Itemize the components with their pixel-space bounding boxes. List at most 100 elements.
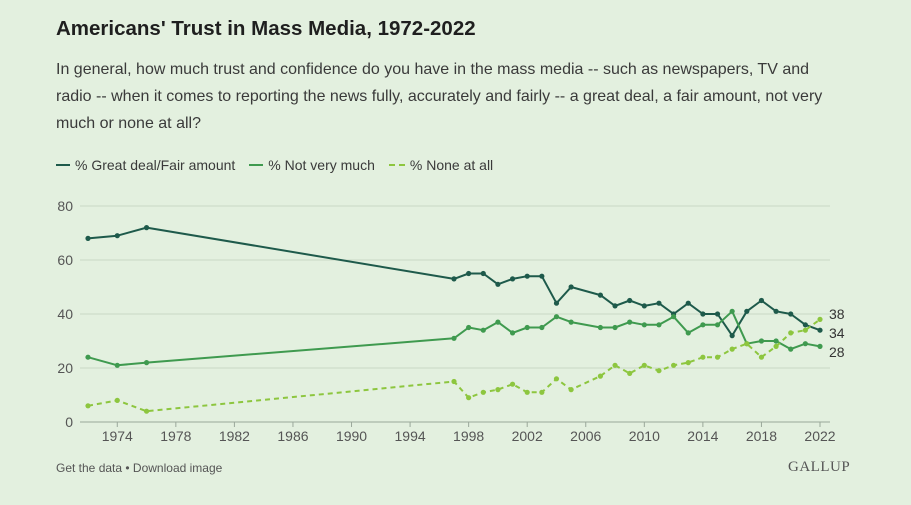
download-image-link[interactable]: Download image (132, 461, 223, 475)
chart-subtitle: In general, how much trust and confidenc… (56, 61, 823, 132)
data-point-great_deal (597, 292, 604, 298)
end-value-label: 34 (829, 325, 845, 341)
data-point-great_deal (568, 284, 574, 290)
legend-item-not-very-much[interactable]: % Not very much (249, 157, 375, 173)
data-point-none_at_all (85, 403, 91, 409)
data-point-none_at_all (700, 354, 706, 360)
y-tick-label: 20 (57, 360, 73, 376)
x-tick-label: 1994 (395, 428, 426, 444)
data-point-none_at_all (539, 389, 545, 395)
data-point-great_deal (802, 322, 808, 328)
data-point-none_at_all (114, 397, 120, 403)
data-point-not_very_much (656, 322, 662, 328)
x-tick-label: 2014 (687, 428, 718, 444)
data-point-none_at_all (143, 408, 150, 414)
data-point-not_very_much (685, 330, 691, 336)
data-point-not_very_much (641, 322, 647, 328)
x-tick-label: 1986 (277, 428, 308, 444)
series-line-not_very_much (87, 310, 821, 367)
data-point-great_deal (758, 297, 765, 304)
data-point-not_very_much (524, 324, 530, 331)
data-point-not_very_much (553, 314, 560, 320)
data-point-not_very_much (466, 324, 472, 331)
data-point-none_at_all (627, 370, 633, 376)
data-point-none_at_all (714, 354, 721, 360)
data-point-none_at_all (671, 362, 677, 368)
data-point-none_at_all (802, 327, 808, 333)
y-tick-label: 60 (57, 252, 73, 268)
data-point-not_very_much (539, 324, 545, 331)
data-point-none_at_all (685, 360, 691, 366)
data-point-great_deal (539, 273, 545, 279)
data-point-great_deal (685, 300, 691, 306)
legend-item-none-at-all[interactable]: % None at all (388, 157, 494, 173)
data-point-none_at_all (553, 376, 560, 382)
legend-swatch-great-deal (56, 164, 70, 166)
data-point-none_at_all (495, 387, 501, 393)
legend-item-great-deal[interactable]: % Great deal/Fair amount (56, 157, 235, 173)
data-point-great_deal (143, 225, 150, 231)
footer-links: Get the data • Download image (56, 461, 222, 475)
legend-label-great-deal: % Great deal/Fair amount (75, 157, 236, 173)
data-point-not_very_much (773, 338, 779, 344)
data-point-none_at_all (597, 373, 604, 379)
data-point-not_very_much (714, 322, 721, 328)
data-point-not_very_much (817, 343, 823, 349)
x-tick-label: 1978 (160, 428, 191, 444)
data-point-none_at_all (817, 316, 823, 322)
data-point-none_at_all (524, 389, 530, 395)
data-point-not_very_much (480, 327, 486, 333)
data-point-great_deal (641, 303, 647, 309)
x-tick-label: 1990 (336, 428, 367, 444)
series-line-great_deal (87, 226, 821, 337)
data-point-great_deal (451, 276, 457, 282)
data-point-not_very_much (85, 354, 91, 360)
data-point-not_very_much (114, 362, 120, 368)
get-data-link[interactable]: Get the data (56, 461, 123, 475)
x-tick-label: 2018 (746, 428, 777, 444)
data-point-none_at_all (480, 389, 486, 395)
data-point-none_at_all (509, 381, 516, 387)
x-tick-label: 2006 (570, 428, 601, 444)
data-point-not_very_much (597, 324, 604, 331)
data-point-not_very_much (612, 324, 618, 331)
gallup-logo: GALLUP (788, 459, 851, 475)
data-point-great_deal (744, 308, 750, 314)
data-point-not_very_much (758, 338, 765, 344)
x-tick-label: 2022 (804, 428, 835, 444)
x-tick-label: 1982 (219, 428, 250, 444)
data-point-not_very_much (700, 322, 706, 328)
data-point-great_deal (627, 297, 633, 304)
data-point-none_at_all (788, 330, 794, 336)
data-point-great_deal (612, 303, 618, 309)
legend-swatch-not-very-much (249, 164, 264, 166)
data-point-great_deal (480, 270, 486, 277)
data-point-great_deal (700, 311, 706, 317)
legend-label-none-at-all: % None at all (409, 157, 494, 173)
chart-title: Americans' Trust in Mass Media, 1972-202… (56, 17, 476, 40)
data-point-great_deal (773, 308, 779, 314)
y-tick-label: 0 (65, 414, 73, 430)
data-point-not_very_much (568, 319, 574, 325)
y-tick-label: 40 (57, 306, 73, 322)
end-value-label: 28 (829, 344, 845, 360)
data-point-great_deal (656, 300, 662, 306)
line-chart: 0 20 40 60 80 1974 1978 1982 1986 1990 1994 1998 200… (57, 198, 845, 444)
footer-separator: • (122, 461, 133, 475)
data-point-none_at_all (656, 368, 662, 374)
legend-label-not-very-much: % Not very much (268, 157, 375, 173)
data-point-great_deal (509, 276, 516, 282)
data-point-not_very_much (143, 360, 150, 366)
y-tick-label: 80 (57, 198, 73, 214)
data-point-none_at_all (612, 362, 618, 368)
data-point-none_at_all (744, 341, 750, 347)
data-point-none_at_all (773, 343, 779, 349)
data-point-great_deal (495, 281, 501, 287)
data-point-not_very_much (509, 330, 516, 336)
chart-legend: % Great deal/Fair amount % Not very much… (56, 157, 493, 173)
data-point-great_deal (729, 333, 735, 339)
data-point-great_deal (85, 235, 91, 241)
x-tick-label: 1974 (102, 428, 133, 444)
data-point-not_very_much (802, 341, 808, 347)
data-point-great_deal (817, 327, 823, 333)
